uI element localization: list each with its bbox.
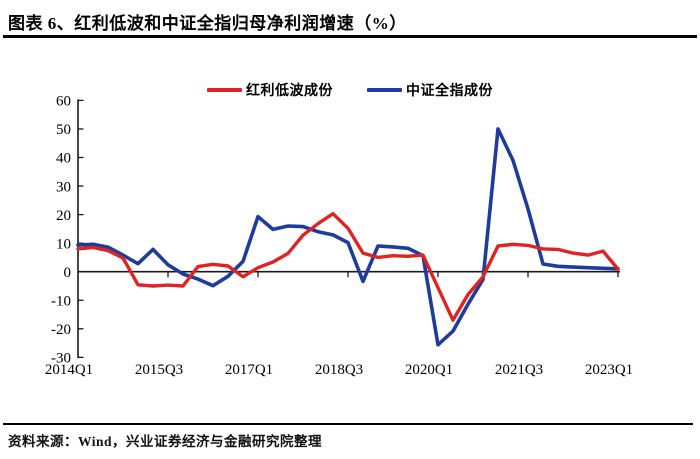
legend-item-csi-all: 中证全指成份 bbox=[367, 80, 493, 100]
source-note: 资料来源：Wind，兴业证券经济与金融研究院整理 bbox=[8, 434, 323, 449]
x-axis-label: 2017Q1 bbox=[225, 362, 273, 378]
title-divider bbox=[3, 35, 697, 38]
legend-label-csi-all: 中证全指成份 bbox=[406, 84, 493, 99]
red-line-swatch bbox=[207, 88, 242, 92]
x-axis-label: 2014Q1 bbox=[45, 362, 93, 378]
x-axis-label: 2021Q3 bbox=[495, 362, 543, 378]
blue-line-swatch bbox=[367, 88, 402, 92]
x-axis-label: 2020Q1 bbox=[405, 362, 453, 378]
y-axis-label: -30 bbox=[51, 351, 71, 367]
y-axis-label: 30 bbox=[56, 179, 71, 195]
y-axis-label: -20 bbox=[51, 322, 71, 338]
x-axis-label: 2018Q3 bbox=[315, 362, 363, 378]
legend-item-dividend-lowvol: 红利低波成份 bbox=[207, 80, 333, 100]
y-axis-label: 0 bbox=[64, 265, 72, 281]
y-axis-label: -10 bbox=[51, 293, 71, 309]
y-axis-label: 60 bbox=[56, 94, 71, 110]
x-axis-label: 2023Q1 bbox=[585, 362, 633, 378]
y-axis-label: 20 bbox=[56, 208, 71, 224]
footer-divider bbox=[3, 423, 693, 425]
y-axis-label: 50 bbox=[56, 122, 71, 138]
chart-legend: 红利低波成份 中证全指成份 bbox=[0, 81, 700, 99]
y-axis-label: 10 bbox=[56, 236, 71, 252]
y-axis-label: 40 bbox=[56, 151, 71, 167]
x-axis-label: 2015Q3 bbox=[135, 362, 183, 378]
line-dividend-lowvol bbox=[76, 211, 620, 322]
legend-label-dividend-lowvol: 红利低波成份 bbox=[246, 84, 333, 99]
figure-title: 图表 6、红利低波和中证全指归母净利润增速（%） bbox=[8, 14, 407, 33]
line-csi-all bbox=[76, 127, 620, 347]
